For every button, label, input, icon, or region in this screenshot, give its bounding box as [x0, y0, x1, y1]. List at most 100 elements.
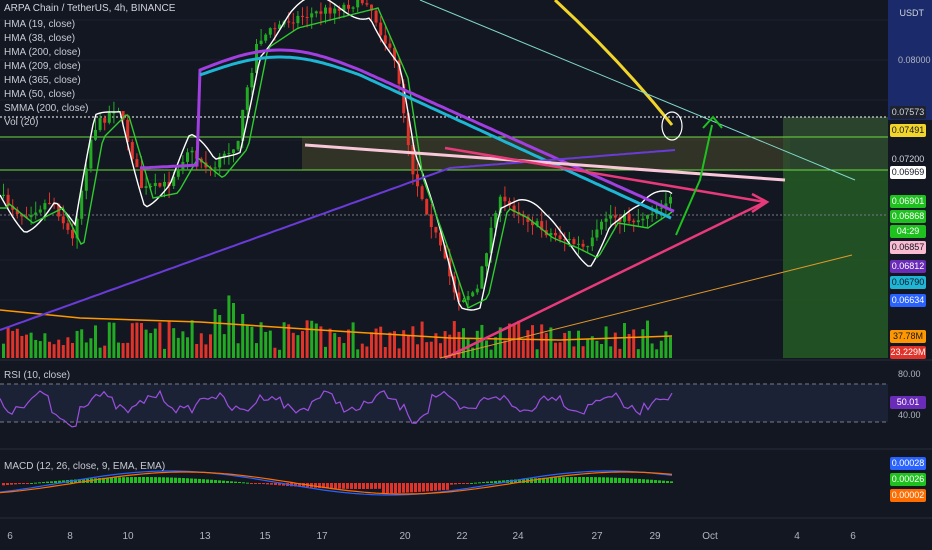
candle-body: [163, 181, 166, 187]
macd-histogram-bar: [626, 478, 629, 483]
macd-histogram-bar: [34, 482, 37, 484]
macd-histogram-bar: [122, 477, 125, 483]
candle-body: [296, 15, 300, 24]
volume-bar: [586, 338, 590, 358]
macd-histogram-bar: [582, 477, 585, 483]
volume-bar: [282, 322, 286, 358]
candle-body: [75, 218, 79, 239]
trend-drawings[interactable]: [304, 0, 856, 360]
candle-body: [186, 152, 189, 162]
macd-histogram-bar: [154, 477, 157, 483]
candle-body: [664, 203, 668, 208]
legend-vol-20[interactable]: Vol (20): [4, 117, 39, 128]
x-tick-label: 6: [7, 531, 13, 542]
candle-body: [107, 112, 111, 123]
macd-histogram-bar: [366, 483, 369, 489]
macd-legend[interactable]: MACD (12, 26, close, 9, EMA, EMA): [4, 461, 166, 472]
macd-histogram-bar: [74, 479, 77, 483]
legend-hma-365[interactable]: HMA (365, close): [4, 75, 81, 86]
macd-histogram-bar: [98, 478, 101, 483]
x-tick-label: 4: [794, 531, 800, 542]
candle-body: [669, 196, 672, 204]
x-tick-label: 24: [512, 531, 524, 542]
macd-histogram-bar: [538, 478, 541, 483]
candle-body: [140, 167, 143, 188]
volume-bar: [2, 343, 5, 358]
volume-bar: [245, 324, 249, 358]
macd-histogram-bar: [234, 481, 237, 483]
candle-body: [319, 11, 323, 14]
candle-body: [190, 150, 194, 153]
volume-bar: [443, 331, 447, 358]
macd-histogram-bar: [78, 479, 81, 483]
hma-209-line: [199, 55, 672, 220]
macd-histogram-bar: [166, 477, 169, 483]
candle-body: [356, 0, 360, 8]
volume-bar: [80, 329, 84, 358]
price-tag: 04:29: [890, 225, 926, 238]
candle-body: [429, 214, 433, 228]
legend-hma-19[interactable]: HMA (19, close): [4, 19, 76, 30]
candle-body: [494, 213, 498, 228]
volume-bar: [425, 342, 429, 358]
macd-histogram-bar: [26, 483, 29, 484]
macd-histogram-bar: [138, 477, 141, 483]
candle-body: [531, 221, 534, 226]
macd-histogram-bar: [110, 477, 113, 483]
macd-histogram-bar: [374, 483, 377, 489]
volume-bar: [163, 348, 166, 358]
candle-body: [342, 4, 346, 11]
volume-bar: [190, 320, 194, 358]
symbol-title[interactable]: ARPA Chain / TetherUS, 4h, BINANCE: [4, 3, 176, 14]
price-tag: 0.06857: [890, 241, 926, 254]
macd-histogram-bar: [390, 483, 393, 494]
volume-bar: [337, 336, 341, 358]
legend-hma-209[interactable]: HMA (209, close): [4, 61, 81, 72]
legend-hma-50[interactable]: HMA (50, close): [4, 89, 76, 100]
volume-bar: [222, 334, 226, 358]
price-tag: 0.07200: [890, 153, 926, 166]
volume-bar: [494, 337, 498, 358]
macd-histogram-bar: [178, 477, 181, 483]
legend-hma-38[interactable]: HMA (38, close): [4, 33, 76, 44]
volume-bar: [213, 309, 217, 358]
candle-body: [305, 16, 309, 18]
volume-bar: [374, 328, 378, 358]
rsi-legend[interactable]: RSI (10, close): [4, 370, 71, 381]
macd-histogram-bar: [318, 483, 321, 488]
price-candles: [2, 0, 672, 311]
volume-bar: [604, 326, 608, 358]
candle-body: [15, 209, 19, 215]
macd-histogram-bar: [126, 477, 129, 483]
candle-body: [80, 190, 84, 219]
legend-smma-200[interactable]: SMMA (200, close): [4, 103, 89, 114]
candle-body: [540, 221, 544, 231]
candle-body: [604, 218, 608, 222]
macd-histogram-bar: [570, 477, 573, 483]
volume-bar: [383, 346, 387, 358]
volume-bar: [462, 328, 465, 358]
volume-bar: [153, 328, 157, 358]
volume-bar: [567, 330, 571, 358]
candle-body: [512, 205, 516, 213]
macd-histogram-bar: [226, 480, 229, 483]
candle-body: [485, 253, 488, 267]
volume-tag: 37.78M: [890, 330, 926, 343]
candle-body: [268, 28, 272, 35]
grid-lines: [0, 19, 932, 519]
macd-histogram-bar: [162, 477, 165, 483]
macd-pane: [0, 470, 673, 496]
macd-histogram-bar: [142, 477, 145, 483]
volume-bar: [646, 320, 649, 358]
volume-bar: [273, 347, 277, 358]
macd-histogram-bar: [282, 483, 285, 486]
legend-hma-200[interactable]: HMA (200, close): [4, 47, 81, 58]
macd-histogram-bar: [2, 483, 5, 486]
volume-bar: [287, 324, 291, 358]
volume-bar: [259, 322, 263, 358]
volume-bar: [84, 342, 88, 358]
volume-bar: [130, 323, 134, 358]
volume-bar: [503, 340, 507, 358]
volume-bar: [535, 349, 539, 358]
